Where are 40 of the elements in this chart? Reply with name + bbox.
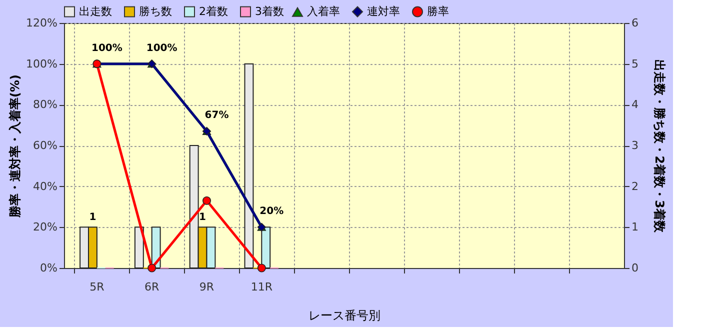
point (148, 264, 156, 272)
y-tick-label: 40% (33, 180, 58, 193)
bar (244, 63, 254, 268)
legend-label: 入着率 (307, 5, 340, 18)
y2-tick-label: 3 (632, 139, 638, 152)
y2-tick-label: 0 (632, 262, 638, 274)
y-tick-label: 120% (26, 16, 58, 30)
data-label: 1 (199, 212, 206, 224)
data-label: 100% (146, 42, 178, 54)
data-label: 1 (89, 212, 96, 224)
y2-tick-label: 1 (632, 220, 638, 234)
y2-tick-label: 6 (632, 16, 638, 30)
data-label: 67% (204, 110, 229, 122)
legend-label: 2着数 (199, 4, 228, 18)
y-tick-label: 100% (26, 57, 58, 70)
legend-label: 出走数 (79, 4, 112, 18)
y-tick-label: 0% (40, 262, 58, 274)
y2-tick-label: 2 (632, 180, 638, 193)
y2-tick-label: 4 (632, 98, 638, 112)
bar (261, 226, 271, 268)
y2-tick-label: 5 (632, 57, 638, 70)
x-tick-label: 5R (90, 280, 105, 294)
legend-label: 勝ち数 (139, 4, 172, 18)
point (257, 264, 266, 272)
x-tick-label: 6R (144, 280, 160, 294)
data-label: 20% (260, 206, 284, 218)
legend-label: 連対率 (367, 4, 400, 18)
y2-axis-title: 出走数・勝ち数・2着数・3着数 (652, 60, 666, 234)
y-tick-label: 60% (33, 139, 58, 152)
x-tick-label: 11R (250, 280, 273, 294)
x-axis-title: レース番号別 (308, 308, 380, 322)
y-axis-title: 勝率・連対率・入着率(%) (8, 74, 22, 218)
point (202, 196, 212, 205)
legend-label: 勝率 (427, 4, 449, 18)
bar (134, 226, 144, 268)
y-tick-label: 20% (33, 220, 58, 234)
legend-label: 3着数 (255, 4, 284, 18)
y-tick-label: 80% (33, 98, 58, 112)
data-label: 100% (91, 42, 122, 54)
x-tick-label: 9R (199, 280, 214, 294)
